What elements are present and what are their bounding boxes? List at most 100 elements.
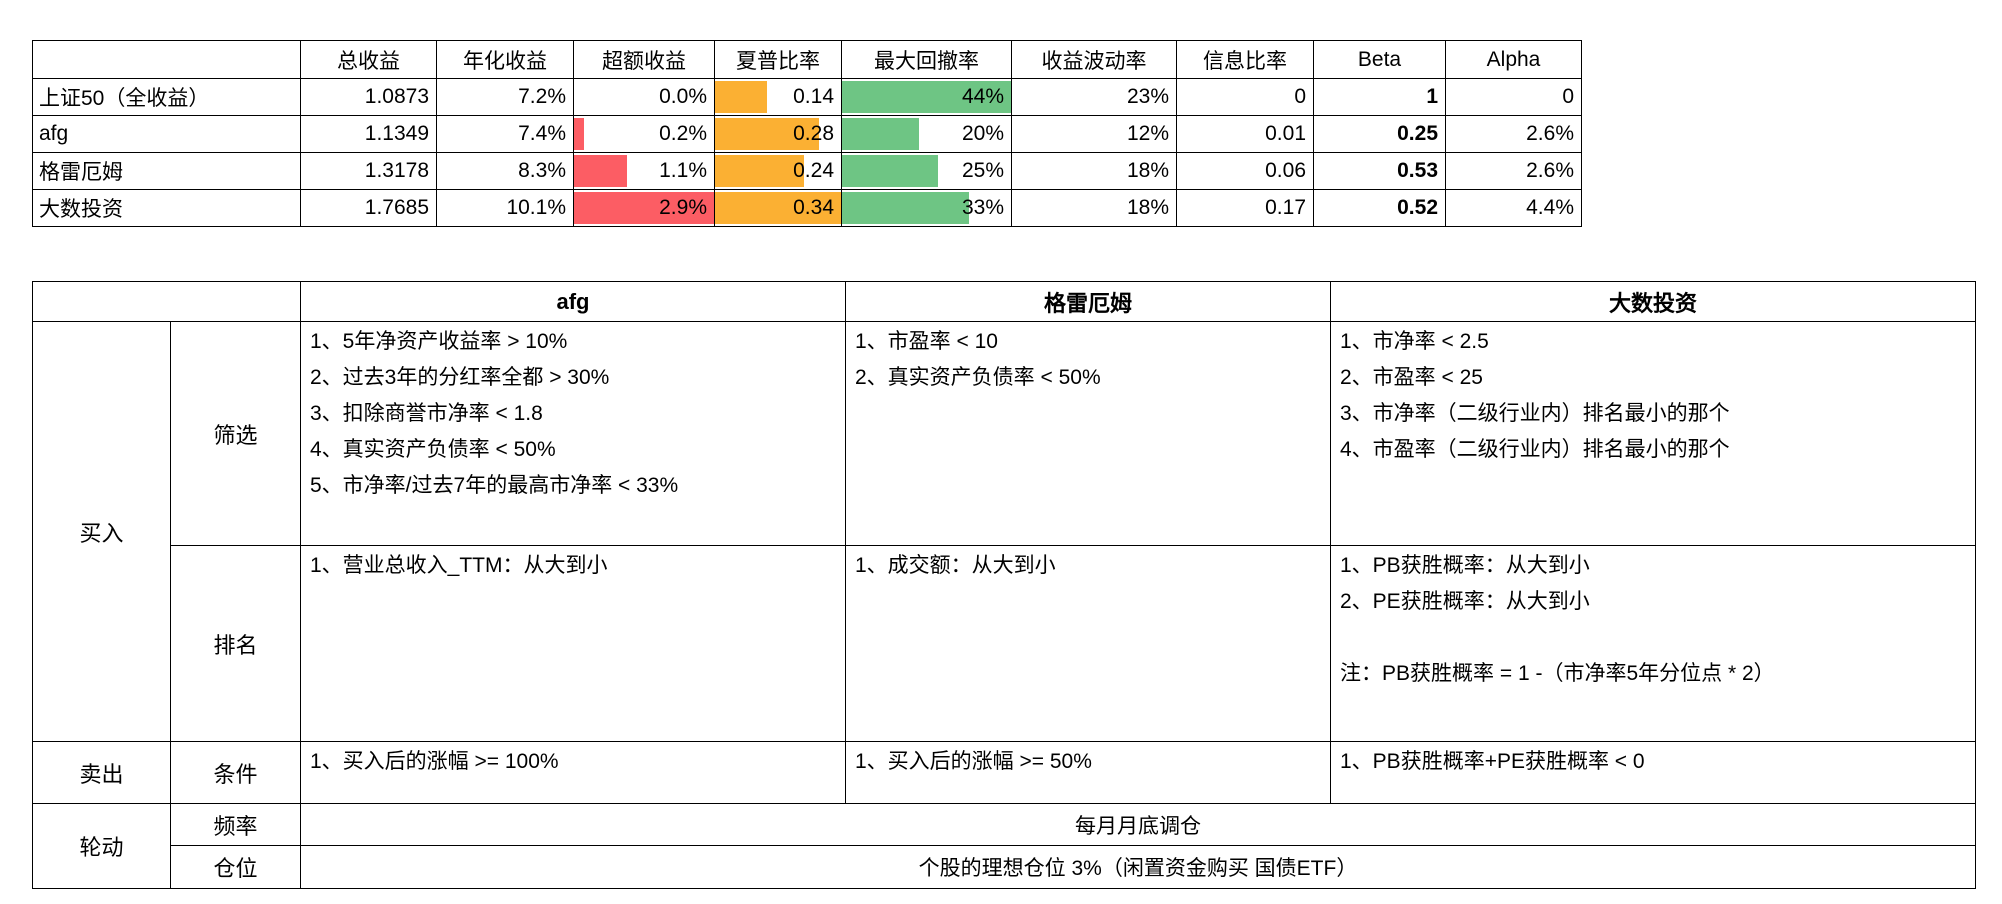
cell-ranking-graham: 1、成交额：从大到小 xyxy=(845,545,1331,742)
cell-total-return: 1.1349 xyxy=(300,115,437,153)
sharpe-databar xyxy=(715,118,819,150)
cell-total-return: 1.3178 xyxy=(300,152,437,190)
cell-beta: 0.53 xyxy=(1313,152,1446,190)
cell-annualized-return: 8.3% xyxy=(436,152,574,190)
cell-alpha: 2.6% xyxy=(1445,115,1582,153)
strategy-header-row: afg 格雷厄姆 大数投资 xyxy=(32,281,1976,322)
table-row-graham: 格雷厄姆 1.3178 8.3% 1.1% 0.24 25% 18% 0.06 … xyxy=(32,152,1582,190)
cell-annualized-return: 10.1% xyxy=(436,189,574,227)
cell-screening-dashu: 1、市净率 < 2.5 2、市盈率 < 25 3、市净率（二级行业内）排名最小的… xyxy=(1330,321,1976,546)
performance-header-row: 总收益 年化收益 超额收益 夏普比率 最大回撤率 收益波动率 信息比率 Beta… xyxy=(32,40,1582,79)
cell-max-drawdown: 20% xyxy=(841,115,1012,153)
cell-total-return: 1.0873 xyxy=(300,78,437,116)
col-header-sharpe: 夏普比率 xyxy=(714,40,842,79)
group-label-sell: 卖出 xyxy=(32,741,171,804)
row-label: 上证50（全收益） xyxy=(32,78,301,116)
col-header-empty xyxy=(32,40,301,79)
drawdown-databar xyxy=(842,118,919,150)
drawdown-databar xyxy=(842,192,969,224)
cell-annualized-return: 7.2% xyxy=(436,78,574,116)
row-label: afg xyxy=(32,115,301,153)
table-row-dashu: 大数投资 1.7685 10.1% 2.9% 0.34 33% 18% 0.17… xyxy=(32,189,1582,227)
row-label: 大数投资 xyxy=(32,189,301,227)
cell-annualized-return: 7.4% xyxy=(436,115,574,153)
cell-sharpe: 0.24 xyxy=(714,152,842,190)
cell-screening-afg: 1、5年净资产收益率 > 10% 2、过去3年的分红率全都 > 30% 3、扣除… xyxy=(300,321,846,546)
cell-beta: 0.25 xyxy=(1313,115,1446,153)
col-header-beta: Beta xyxy=(1313,40,1446,79)
sub-label-screening: 筛选 xyxy=(170,321,301,546)
excess-return-databar xyxy=(574,118,584,150)
row-screening: 买入 筛选 1、5年净资产收益率 > 10% 2、过去3年的分红率全都 > 30… xyxy=(32,321,1976,742)
cell-max-drawdown: 25% xyxy=(841,152,1012,190)
sub-label-condition: 条件 xyxy=(170,741,301,804)
table-row-afg: afg 1.1349 7.4% 0.2% 0.28 20% 12% 0.01 0… xyxy=(32,115,1582,153)
group-label-rotation: 轮动 xyxy=(32,803,171,889)
cell-volatility: 12% xyxy=(1011,115,1177,153)
cell-excess-return: 0.2% xyxy=(573,115,715,153)
cell-excess-return: 0.0% xyxy=(573,78,715,116)
row-rotation-position: 仓位 个股的理想仓位 3%（闲置资金购买 国债ETF） xyxy=(33,845,1976,889)
cell-frequency-merged: 每月月底调仓 xyxy=(300,803,1976,846)
cell-info-ratio: 0 xyxy=(1176,78,1314,116)
cell-beta: 1 xyxy=(1313,78,1446,116)
cell-excess-return: 1.1% xyxy=(573,152,715,190)
cell-value: 33% xyxy=(961,196,1004,219)
cell-info-ratio: 0.17 xyxy=(1176,189,1314,227)
drawdown-databar xyxy=(842,81,1011,113)
col-header-max-drawdown: 最大回撤率 xyxy=(841,40,1012,79)
col-header-afg: afg xyxy=(300,281,846,322)
col-header-excess-return: 超额收益 xyxy=(573,40,715,79)
cell-alpha: 4.4% xyxy=(1445,189,1582,227)
cell-value: 0.34 xyxy=(793,196,834,219)
cell-sharpe: 0.34 xyxy=(714,189,842,227)
cell-value: 0.14 xyxy=(793,85,834,108)
cell-excess-return: 2.9% xyxy=(573,189,715,227)
cell-volatility: 18% xyxy=(1011,152,1177,190)
sharpe-databar xyxy=(715,81,767,113)
excess-return-databar xyxy=(574,192,714,224)
cell-value: 0.24 xyxy=(793,159,834,182)
group-label-buy: 买入 xyxy=(32,321,171,742)
cell-beta: 0.52 xyxy=(1313,189,1446,227)
cell-sharpe: 0.28 xyxy=(714,115,842,153)
row-rotation-frequency: 轮动 频率 每月月底调仓 xyxy=(32,803,1976,889)
col-header-dashu: 大数投资 xyxy=(1330,281,1976,322)
cell-alpha: 2.6% xyxy=(1445,152,1582,190)
cell-value: 0.2% xyxy=(659,122,707,145)
cell-value: 0.28 xyxy=(793,122,834,145)
cell-total-return: 1.7685 xyxy=(300,189,437,227)
performance-table: 总收益 年化收益 超额收益 夏普比率 最大回撤率 收益波动率 信息比率 Beta… xyxy=(32,40,1582,227)
cell-value: 25% xyxy=(961,159,1004,182)
cell-value: 20% xyxy=(961,122,1004,145)
cell-info-ratio: 0.01 xyxy=(1176,115,1314,153)
row-label: 格雷厄姆 xyxy=(32,152,301,190)
col-header-alpha: Alpha xyxy=(1445,40,1582,79)
sub-label-frequency: 频率 xyxy=(170,803,301,846)
cell-value: 2.9% xyxy=(659,196,707,219)
cell-sharpe: 0.14 xyxy=(714,78,842,116)
cell-condition-afg: 1、买入后的涨幅 >= 100% xyxy=(300,741,846,804)
col-header-info-ratio: 信息比率 xyxy=(1176,40,1314,79)
row-sell-condition: 卖出 条件 1、买入后的涨幅 >= 100% 1、买入后的涨幅 >= 50% 1… xyxy=(32,741,1976,804)
sharpe-databar xyxy=(715,155,804,187)
cell-value: 1.1% xyxy=(659,159,707,182)
cell-screening-graham: 1、市盈率 < 10 2、真实资产负债率 < 50% xyxy=(845,321,1331,546)
table-row-sse50: 上证50（全收益） 1.0873 7.2% 0.0% 0.14 44% 23% … xyxy=(32,78,1582,116)
cell-info-ratio: 0.06 xyxy=(1176,152,1314,190)
cell-condition-graham: 1、买入后的涨幅 >= 50% xyxy=(845,741,1331,804)
strategy-header-empty xyxy=(32,281,301,322)
row-ranking: 排名 1、营业总收入_TTM：从大到小 1、成交额：从大到小 1、PB获胜概率：… xyxy=(33,545,1976,742)
cell-condition-dashu: 1、PB获胜概率+PE获胜概率 < 0 xyxy=(1330,741,1976,804)
cell-max-drawdown: 33% xyxy=(841,189,1012,227)
col-header-volatility: 收益波动率 xyxy=(1011,40,1177,79)
cell-value: 44% xyxy=(961,85,1004,108)
excess-return-databar xyxy=(574,155,628,187)
cell-alpha: 0 xyxy=(1445,78,1582,116)
strategy-table: afg 格雷厄姆 大数投资 买入 筛选 1、5年净资产收益率 > 10% 2、过… xyxy=(32,281,1976,889)
cell-value: 0.0% xyxy=(659,85,707,108)
cell-position-merged: 个股的理想仓位 3%（闲置资金购买 国债ETF） xyxy=(300,845,1976,889)
cell-volatility: 18% xyxy=(1011,189,1177,227)
col-header-total-return: 总收益 xyxy=(300,40,437,79)
